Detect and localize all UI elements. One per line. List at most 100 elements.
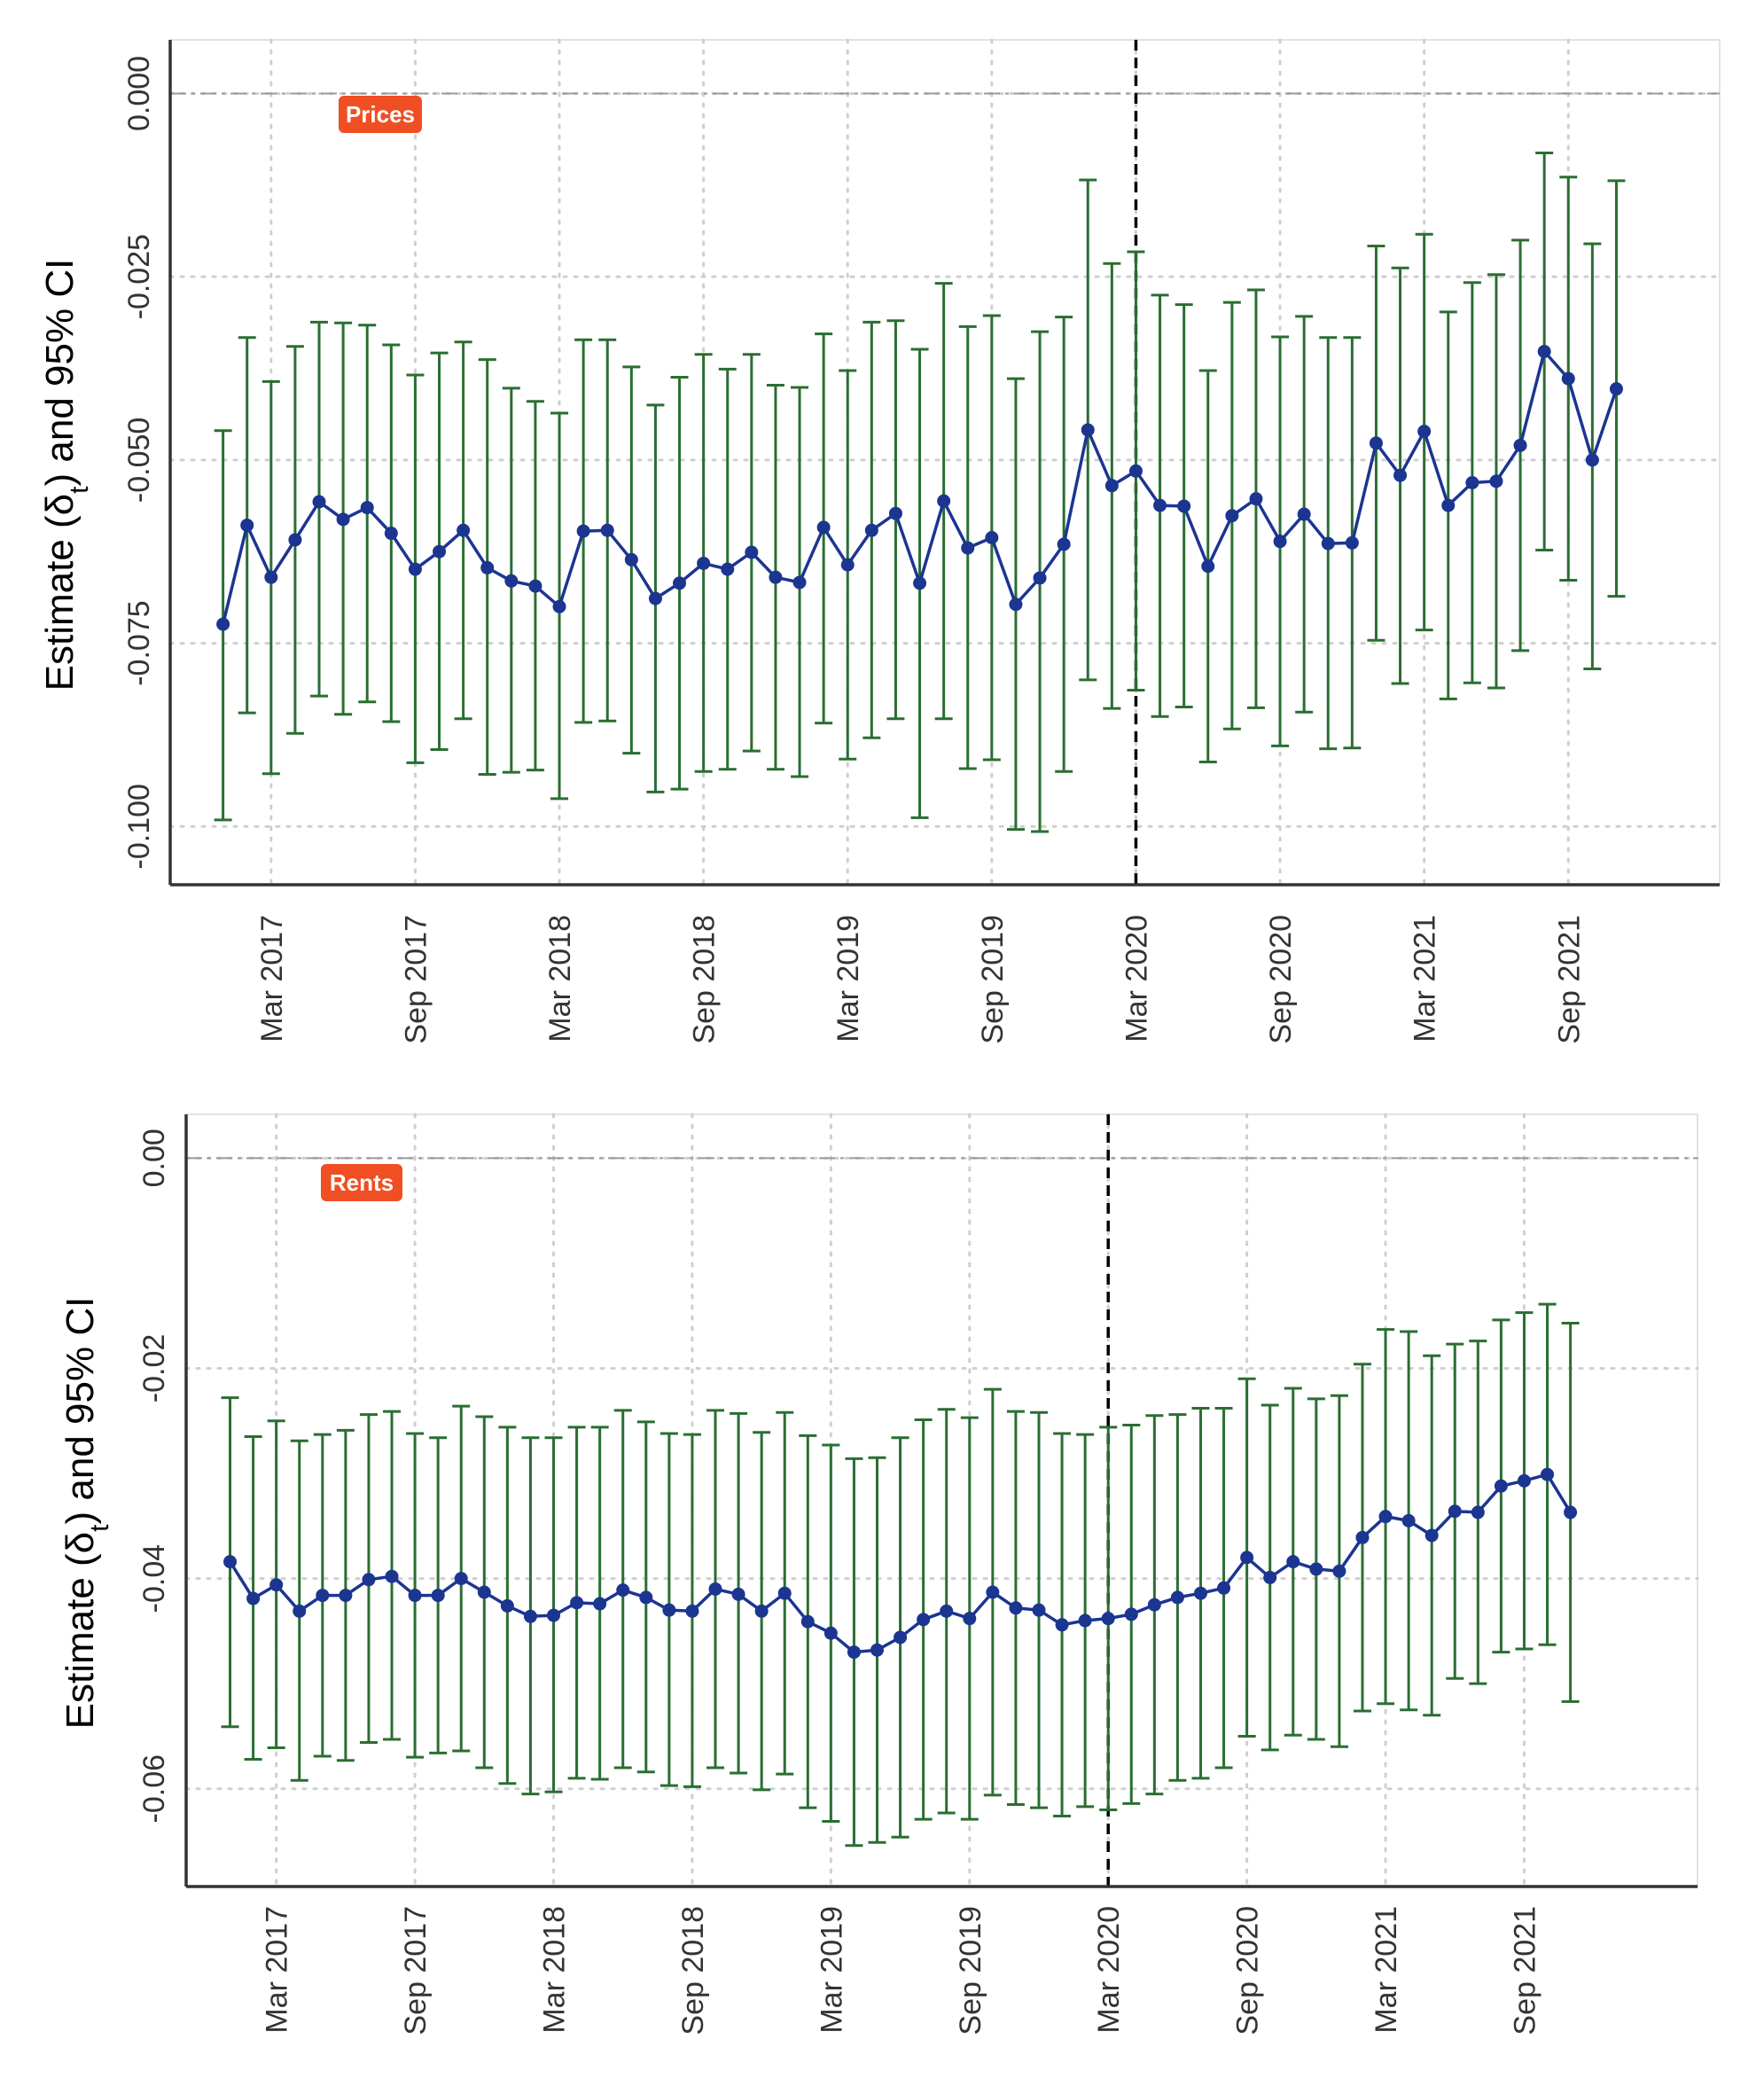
estimate-point <box>1193 1586 1207 1600</box>
estimate-point <box>940 1604 954 1618</box>
ci-errorbar <box>310 320 329 698</box>
estimate-point <box>385 1569 399 1583</box>
x-tick-label: Mar 2020 <box>1092 1906 1126 2034</box>
estimate-point <box>547 1608 561 1622</box>
panel-tag: Rents <box>321 1164 402 1201</box>
estimate-point <box>1249 492 1263 506</box>
estimate-point <box>1057 537 1071 551</box>
x-tick-label: Mar 2021 <box>1409 915 1442 1043</box>
estimate-point <box>1147 1598 1161 1612</box>
y-tick-label: -0.06 <box>137 1754 171 1824</box>
y-axis-title: Estimate (δt) and 95% CI <box>59 1297 114 1730</box>
estimate-point <box>1401 1513 1416 1527</box>
y-tick-label: -0.075 <box>122 600 156 685</box>
panel-tag-background <box>339 96 422 133</box>
estimate-point <box>1032 1603 1046 1617</box>
estimate-point <box>1128 464 1143 478</box>
estimate-point <box>1078 1613 1092 1628</box>
estimate-point <box>864 523 878 537</box>
estimate-point <box>1489 474 1503 488</box>
estimate-point <box>1009 1601 1023 1615</box>
estimate-point <box>816 520 831 535</box>
estimate-point <box>600 523 614 537</box>
x-tick-label: Mar 2021 <box>1370 1906 1403 2034</box>
estimate-point <box>1494 1479 1508 1493</box>
prices-panel: Prices 0.000 -0.025 -0.050 -0.075 -0.100 Mar 2… <box>38 38 1721 1044</box>
estimate-point <box>1448 1504 1462 1519</box>
y-tick-label: 0.000 <box>122 56 156 131</box>
estimate-point <box>1240 1551 1254 1565</box>
estimate-point <box>1417 425 1432 439</box>
panel-tag-label: Prices <box>346 101 415 128</box>
y-tick-label: -0.050 <box>122 418 156 503</box>
estimate-point <box>1609 382 1623 396</box>
estimate-point <box>1513 438 1527 452</box>
estimate-point <box>754 1604 769 1618</box>
estimate-point <box>1177 499 1191 513</box>
estimate-point <box>504 574 519 588</box>
estimate-point <box>528 579 542 593</box>
x-tick-label: Sep 2020 <box>1264 915 1298 1044</box>
estimate-point <box>1369 436 1383 450</box>
estimate-point <box>1564 1505 1578 1520</box>
estimate-point <box>477 1585 491 1599</box>
plot-panel-border <box>185 1113 1698 1887</box>
estimate-point <box>1441 498 1456 512</box>
x-tick-label: Mar 2018 <box>543 915 577 1043</box>
estimate-point <box>888 506 902 520</box>
estimate-point <box>1517 1473 1531 1488</box>
x-tick-label: Mar 2019 <box>831 915 865 1043</box>
x-tick-label: Sep 2017 <box>399 1906 433 2035</box>
estimate-point <box>339 1589 353 1603</box>
estimate-point <box>288 533 302 547</box>
estimate-point <box>639 1590 653 1605</box>
estimate-point <box>1201 559 1215 574</box>
estimate-point <box>576 524 590 538</box>
estimate-point <box>721 562 735 576</box>
estimate-point <box>961 541 975 555</box>
estimate-point <box>616 1583 630 1598</box>
estimate-point <box>480 560 495 574</box>
estimate-point <box>870 1643 885 1657</box>
estimate-point <box>1541 1467 1555 1481</box>
x-tick-label: Mar 2019 <box>815 1906 848 2034</box>
estimate-point <box>1009 598 1023 612</box>
estimate-point <box>1465 475 1479 489</box>
estimate-point <box>384 527 398 541</box>
estimate-point <box>593 1597 607 1611</box>
estimate-point <box>1393 468 1408 482</box>
estimate-point <box>223 1555 238 1569</box>
estimate-point <box>1309 1562 1323 1576</box>
x-tick-label: Sep 2017 <box>399 915 433 1044</box>
x-tick-label: Sep 2019 <box>954 1906 987 2035</box>
estimate-point <box>913 576 927 590</box>
estimate-point <box>1217 1581 1231 1595</box>
estimate-point <box>1273 535 1287 549</box>
estimate-point <box>1153 498 1167 512</box>
estimate-point <box>246 1591 261 1606</box>
estimate-point <box>457 523 471 537</box>
x-tick-label: Mar 2017 <box>261 1906 294 2034</box>
estimate-point <box>697 556 711 570</box>
estimate-point <box>624 552 638 566</box>
estimate-point <box>570 1596 584 1610</box>
panel-tag-label: Rents <box>330 1169 394 1196</box>
estimate-point <box>985 531 999 545</box>
x-tick-label: Sep 2020 <box>1231 1906 1265 2035</box>
estimate-point <box>264 570 278 584</box>
estimate-point <box>1297 507 1311 521</box>
estimate-point <box>937 494 951 508</box>
estimate-point <box>240 518 254 532</box>
estimate-point <box>777 1586 792 1600</box>
x-tick-label: Mar 2018 <box>538 1906 572 2034</box>
x-tick-label: Sep 2018 <box>688 915 722 1044</box>
estimate-point <box>1225 509 1239 523</box>
estimate-point <box>269 1578 284 1592</box>
estimate-point <box>1378 1510 1393 1524</box>
x-tick-label: Sep 2021 <box>1552 915 1586 1044</box>
x-tick-label: Sep 2018 <box>676 1906 710 2035</box>
estimate-point <box>293 1604 307 1618</box>
y-tick-label: -0.025 <box>122 234 156 319</box>
estimate-point <box>731 1587 745 1601</box>
